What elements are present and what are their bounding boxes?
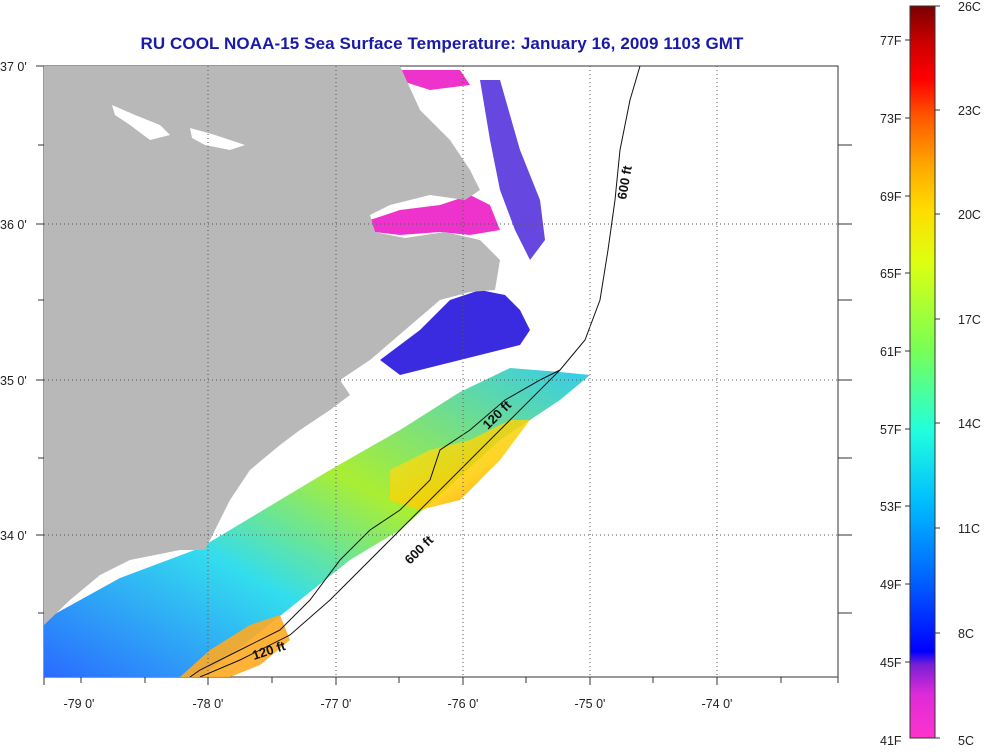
colorbar-f-label: 49F [880, 578, 902, 592]
land-mass [44, 66, 500, 625]
colorbar-f-label: 77F [880, 34, 902, 48]
colorbar-c-label: 8C [958, 627, 974, 641]
chart-title: RU COOL NOAA-15 Sea Surface Temperature:… [140, 34, 744, 53]
colorbar-scale [909, 5, 936, 739]
x-tick-label: -78 0' [192, 697, 224, 711]
colorbar-f-label: 45F [880, 656, 902, 670]
x-tick-label: -77 0' [320, 697, 352, 711]
colorbar [905, 5, 940, 739]
y-tick-label: 36 0' [0, 218, 27, 232]
sst-warm-patch [390, 420, 530, 510]
colorbar-ticks [905, 5, 940, 739]
contour-120ft [189, 369, 561, 677]
colorbar-c-label: 11C [958, 522, 981, 536]
colorbar-f-label: 41F [880, 734, 902, 748]
colorbar-f-label: 53F [880, 500, 902, 514]
x-tick-label: -79 0' [63, 697, 95, 711]
colorbar-f-label: 57F [880, 423, 902, 437]
y-tick-label: 37 0' [0, 60, 27, 74]
colorbar-f-label: 73F [880, 112, 902, 126]
grid [44, 66, 838, 677]
colorbar-c-label: 23C [958, 104, 981, 118]
contour-600ft [199, 66, 641, 677]
sst-map: 600 ft 600 ft 120 ft 120 ft [36, 65, 852, 685]
sst-albemarle-sound [370, 195, 500, 235]
sst-warm-patch-south [180, 615, 290, 677]
x-tick-label: -74 0' [701, 697, 733, 711]
colorbar-f-label: 69F [880, 190, 902, 204]
colorbar-f-label: 61F [880, 345, 902, 359]
sst-pamlico-sound [380, 290, 530, 375]
colorbar-c-label: 17C [958, 313, 981, 327]
colorbar-c-label: 20C [958, 208, 981, 222]
lake [190, 128, 245, 150]
axis-ticks [36, 65, 852, 685]
colorbar-c-label: 5C [958, 734, 974, 748]
y-tick-label: 34 0' [0, 529, 27, 543]
sst-bay-magenta [400, 70, 470, 90]
lake [112, 105, 170, 140]
x-tick-label: -75 0' [574, 697, 606, 711]
y-tick-label: 35 0' [0, 374, 27, 388]
x-tick-label: -76 0' [447, 697, 479, 711]
colorbar-c-label: 26C [958, 0, 981, 14]
sst-nearshore-cold [480, 80, 545, 260]
contour-label-600ft-north: 600 ft [614, 164, 635, 201]
colorbar-f-label: 65F [880, 267, 902, 281]
colorbar-c-label: 14C [958, 417, 981, 431]
